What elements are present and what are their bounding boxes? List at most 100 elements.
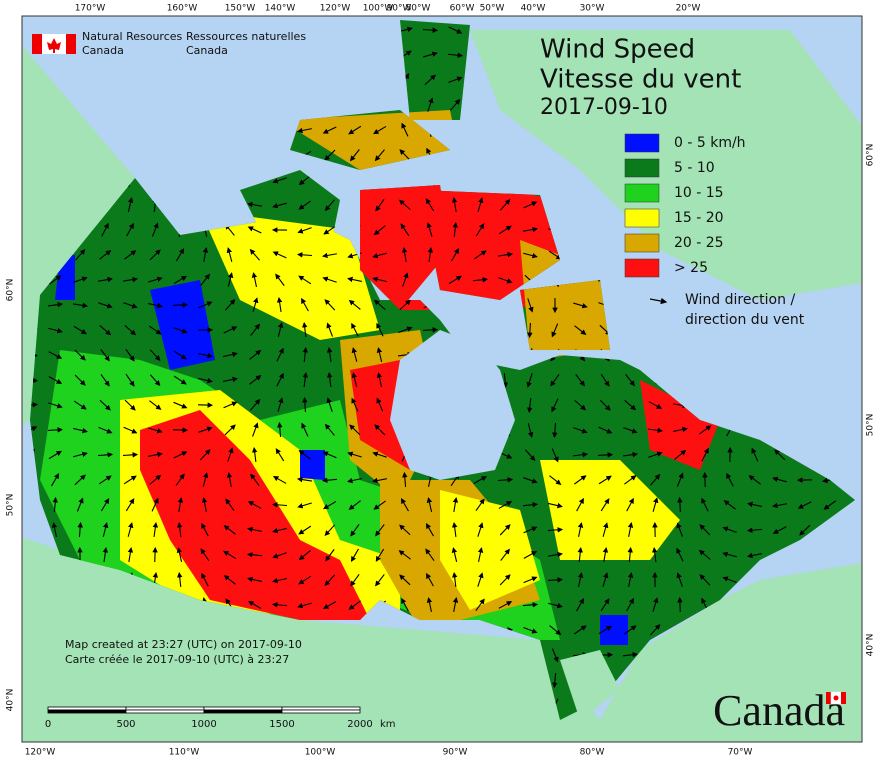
scale-segment — [203, 709, 283, 714]
wind-arrow — [551, 398, 559, 413]
graticule-label: 50°N — [866, 414, 876, 437]
wind-arrow — [676, 522, 683, 537]
graticule-label: 110°W — [169, 748, 200, 758]
wind-arrow — [448, 26, 463, 34]
wind-arrow — [126, 222, 134, 237]
scale-segment — [281, 706, 361, 711]
wind-arrow — [322, 126, 337, 134]
graticule-labels: 170°W 160°W 150°W 140°W 120°W 100°W90°W80°W 60… — [6, 4, 876, 758]
wind-arrow — [698, 425, 712, 435]
graticule-label: 40°W — [521, 4, 546, 14]
wind-arrow — [552, 672, 558, 689]
wind-arrow — [823, 500, 836, 510]
wind-arrow — [298, 175, 311, 186]
lakes-region — [290, 620, 620, 720]
scale-segment — [203, 706, 283, 711]
wind-arrow — [97, 452, 114, 458]
wind-arrow — [751, 447, 759, 462]
note: Carte créée le 2017-09-10 (UTC) à 23:27 — [65, 653, 289, 666]
graticule-label: 120°W — [320, 4, 351, 14]
wind-arrow — [574, 325, 587, 336]
wind-arrow — [275, 448, 285, 462]
wind-arrow — [124, 250, 137, 260]
graticule-label: 140°W — [265, 4, 296, 14]
wind-arrow — [475, 498, 485, 512]
graticule-label: 50°N — [6, 494, 16, 517]
usa — [22, 537, 862, 742]
wind-arrow — [522, 602, 539, 608]
wind-arrow — [552, 422, 558, 439]
wind-arrow — [250, 473, 260, 486]
wind-arrow — [298, 575, 312, 585]
wind-arrow — [200, 548, 210, 562]
wind-arrow — [351, 347, 358, 362]
wind-arrow — [125, 348, 135, 362]
wind-arrow — [451, 197, 458, 212]
wind-arrow — [324, 149, 336, 161]
wind-arrow — [548, 551, 563, 558]
wind-arrow — [451, 547, 458, 562]
wind-arrow — [297, 127, 312, 134]
wind-arrow — [173, 275, 187, 285]
wind-arrow — [73, 325, 87, 335]
wind-arrow — [548, 602, 563, 609]
wind-arrow — [523, 477, 538, 484]
graticule-label: 60°W — [450, 4, 475, 14]
wind-arrow — [726, 472, 734, 487]
wind-arrow — [124, 324, 137, 336]
wind-arrow — [373, 299, 386, 311]
wind-arrow — [624, 475, 637, 485]
wind-arrow — [799, 524, 811, 536]
wind-arrow — [271, 502, 288, 508]
scale-bar: 0 500 1000 1500 2000 km — [45, 706, 396, 730]
wind-arrow — [422, 327, 439, 333]
wind-arrow — [124, 399, 136, 411]
wind-arrow — [626, 497, 634, 512]
wind-arrow — [473, 250, 487, 260]
wind-arrow — [499, 574, 511, 586]
wind-arrow — [676, 572, 683, 587]
wind-arrow — [451, 521, 458, 538]
graticule-label: 40°N — [6, 689, 16, 712]
wind-arrow — [602, 547, 609, 562]
wind-arrow — [576, 597, 585, 612]
wind-arrow — [302, 346, 309, 363]
wind-arrow — [149, 400, 162, 410]
wind-arrow — [701, 447, 709, 462]
wind-arrow — [74, 349, 86, 361]
wind-arrow — [301, 321, 308, 338]
wind-arrow — [674, 449, 687, 460]
org-en: Canada — [82, 44, 124, 57]
wind-arrow — [321, 477, 338, 483]
wind-arrow — [347, 477, 362, 484]
wind-arrow — [627, 546, 633, 563]
wind-arrow — [252, 422, 259, 437]
wind-arrow — [227, 447, 234, 462]
graticule-label: 70°W — [728, 748, 753, 758]
legend-label: 10 - 15 — [674, 185, 724, 201]
wind-arrow — [272, 177, 287, 184]
wind-arrow — [647, 427, 664, 434]
wind-arrow — [324, 524, 336, 536]
wind-arrow — [202, 472, 209, 487]
wind-arrow — [298, 200, 312, 210]
date: 2017-09-10 — [540, 95, 668, 120]
wind-arrow — [551, 648, 559, 663]
graticule-label: 160°W — [167, 4, 198, 14]
wind-arrow — [550, 374, 560, 387]
wind-arrow — [198, 377, 213, 384]
wind-arrow — [424, 74, 436, 86]
wind-arrow — [625, 374, 636, 387]
wind-arrow — [574, 399, 587, 411]
scale-label: 0 — [45, 719, 51, 730]
legend: 0 - 5 km/h 5 - 10 10 - 15 15 - 20 20 - 25 > 2… — [624, 133, 746, 278]
wind-arrow — [676, 472, 684, 487]
wind-arrow — [173, 350, 187, 360]
wind-arrow — [423, 51, 438, 58]
wind-arrow — [173, 401, 188, 409]
wind-arrow — [551, 448, 559, 463]
wind-arrow — [375, 524, 385, 537]
wind-arrow — [576, 497, 584, 512]
wind-arrow — [201, 522, 209, 537]
